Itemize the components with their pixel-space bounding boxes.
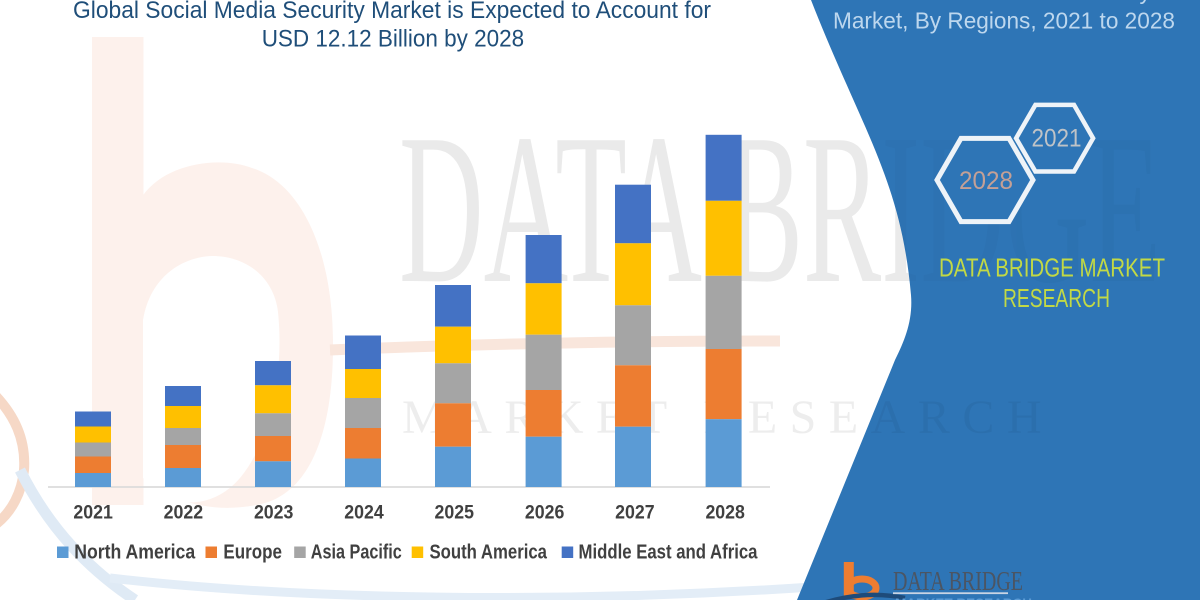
- svg-text:Global Social Media Security M: Global Social Media Security Market is E…: [73, 0, 711, 24]
- svg-text:Europe: Europe: [223, 542, 282, 564]
- svg-text:2026: 2026: [525, 502, 565, 524]
- svg-text:2027: 2027: [615, 502, 655, 524]
- svg-text:MARKET RESEARCH: MARKET RESEARCH: [895, 596, 1032, 600]
- svg-text:2028: 2028: [705, 502, 745, 524]
- svg-text:South America: South America: [430, 542, 548, 564]
- svg-text:2021: 2021: [73, 502, 113, 524]
- svg-text:USD 12.12 Billion by 2028: USD 12.12 Billion by 2028: [262, 26, 525, 53]
- svg-text:Asia Pacific: Asia Pacific: [311, 542, 402, 564]
- svg-text:2022: 2022: [164, 502, 204, 524]
- svg-text:2023: 2023: [254, 502, 294, 524]
- svg-text:2028: 2028: [959, 167, 1013, 195]
- svg-text:Middle East and Africa: Middle East and Africa: [579, 542, 759, 564]
- svg-text:DATA BRIDGE MARKET: DATA BRIDGE MARKET: [939, 253, 1165, 283]
- svg-text:2025: 2025: [435, 502, 475, 524]
- svg-text:DATA BRIDGE: DATA BRIDGE: [893, 566, 1023, 596]
- svg-text:North America: North America: [74, 542, 196, 564]
- svg-text:2021: 2021: [1032, 125, 1082, 153]
- svg-text:RESEARCH: RESEARCH: [1003, 283, 1110, 313]
- svg-text:2024: 2024: [344, 502, 384, 524]
- svg-text:Global Social Media Security: Global Social Media Security: [857, 0, 1152, 4]
- svg-text:Market, By Regions, 2021 to 20: Market, By Regions, 2021 to 2028: [833, 7, 1175, 33]
